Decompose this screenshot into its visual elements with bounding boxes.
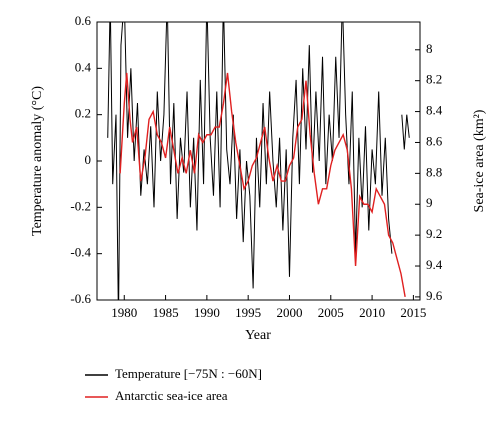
x-tick-label: 1980 [111,305,137,320]
y2-tick-label: 8.8 [426,164,442,179]
x-tick-label: 1995 [235,305,261,320]
legend-label: Temperature [−75N : −60N] [115,366,262,381]
x-tick-label: 2005 [318,305,344,320]
x-axis-label: Year [245,328,271,343]
y2-axis-label: Sea-ice area (km²) [472,109,487,212]
series-line [119,72,406,298]
x-tick-label: 1985 [153,305,179,320]
y-tick-label: 0.4 [75,59,92,74]
y2-tick-label: 9.4 [426,257,443,272]
y2-tick-label: 8.4 [426,103,443,118]
y-tick-label: -0.4 [70,245,91,260]
y-axis-label: Temperature anomaly (°C) [30,86,45,236]
y-tick-label: -0.2 [70,198,91,213]
y-tick-label: 0 [85,152,92,167]
y-tick-label: 0.6 [75,13,92,28]
x-tick-label: 1990 [194,305,220,320]
y2-tick-label: 8.6 [426,133,443,148]
y2-tick-label: 8.2 [426,72,442,87]
legend-label: Antarctic sea-ice area [115,388,228,403]
y2-tick-label: 9.2 [426,226,442,241]
series-line [107,22,410,300]
y-tick-label: -0.6 [70,291,91,306]
x-tick-label: 2010 [359,305,385,320]
x-tick-label: 2000 [276,305,302,320]
y2-tick-label: 9.6 [426,288,443,303]
y2-tick-label: 8 [426,41,433,56]
y2-tick-label: 9 [426,195,433,210]
y-tick-label: 0.2 [75,106,91,121]
x-tick-label: 2015 [400,305,426,320]
